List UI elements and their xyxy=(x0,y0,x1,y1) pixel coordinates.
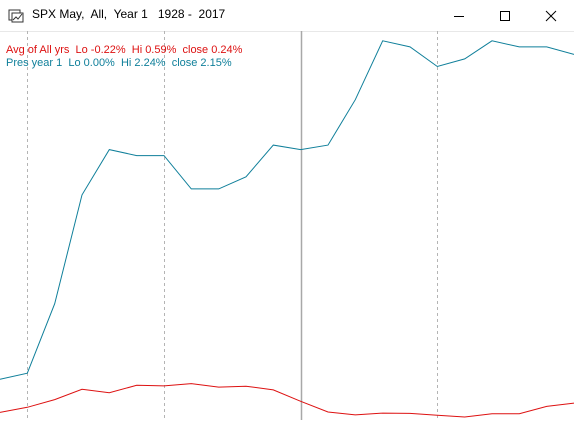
chart-area: Avg of All yrs Lo -0.22% Hi 0.59% close … xyxy=(0,31,574,420)
line-chart xyxy=(0,31,574,420)
close-button[interactable] xyxy=(528,0,574,31)
title-bar: SPX May, All, Year 1 1928 - 2017 xyxy=(0,0,574,32)
maximize-button[interactable] xyxy=(482,0,528,31)
minimize-icon xyxy=(454,15,464,17)
legend-avg: Avg of All yrs Lo -0.22% Hi 0.59% close … xyxy=(6,44,243,56)
avg-series-line xyxy=(0,383,574,418)
window-title: SPX May, All, Year 1 1928 - 2017 xyxy=(32,7,226,21)
minimize-button[interactable] xyxy=(436,0,482,31)
close-icon xyxy=(545,10,557,21)
chart-window-icon xyxy=(8,9,24,23)
pres-series-line xyxy=(0,40,574,380)
maximize-icon xyxy=(500,10,510,21)
legend-pres: Pres year 1 Lo 0.00% Hi 2.24% close 2.15… xyxy=(6,57,232,69)
